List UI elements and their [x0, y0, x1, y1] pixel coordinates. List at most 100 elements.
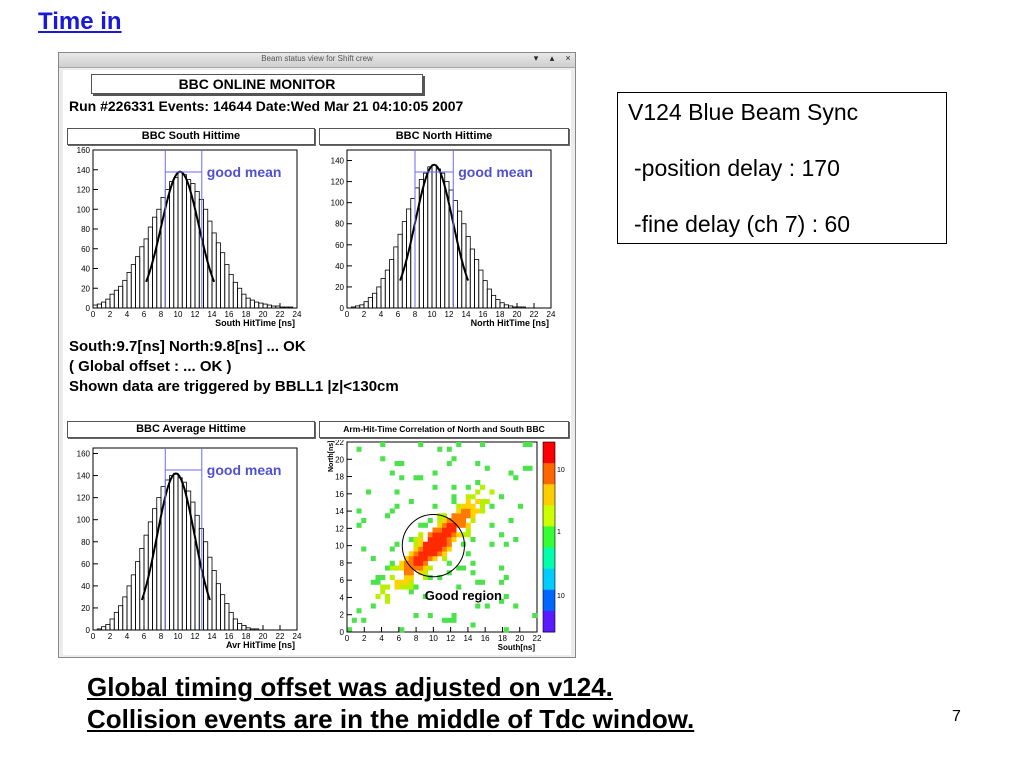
y-axis-label: North[ns] — [328, 441, 335, 473]
heatmap-cell — [461, 518, 467, 524]
heatmap-cell — [380, 584, 386, 590]
heatmap-cell — [522, 442, 528, 448]
hist-bar — [288, 306, 294, 309]
y-tick-label: 120 — [77, 494, 91, 503]
heatmap-cell — [437, 546, 443, 552]
status-line-1: South:9.7[ns] North:9.8[ns] ... OK — [69, 338, 306, 355]
heatmap-cell — [356, 608, 362, 614]
heatmap-cell — [408, 560, 414, 566]
heatmap-cell — [413, 560, 419, 566]
heatmap-cell — [484, 603, 490, 609]
heatmap-cell — [418, 546, 424, 552]
y-tick-label: 160 — [77, 146, 91, 155]
heatmap-cell — [465, 503, 471, 509]
y-tick-label: 0 — [340, 304, 345, 313]
heatmap-cell — [437, 541, 443, 547]
heatmap-cell — [385, 565, 391, 571]
x-tick-label: 0 — [91, 632, 96, 641]
heatmap-cell — [470, 570, 476, 576]
heatmap-cell — [408, 551, 414, 557]
heatmap-cell — [465, 499, 471, 505]
window-titlebar[interactable]: Beam status view for Shift crew ▾ ▴ × — [59, 53, 575, 68]
x-tick-label: 2 — [108, 310, 113, 319]
heatmap-cell — [484, 499, 490, 505]
heatmap-cell — [427, 541, 433, 547]
heatmap-cell — [361, 617, 367, 623]
y-tick-label: 40 — [335, 262, 344, 271]
heatmap-cell — [499, 532, 505, 538]
heatmap-cell — [437, 551, 443, 557]
heatmap-cell — [427, 537, 433, 543]
heatmap-cell — [480, 442, 486, 448]
heatmap-cell — [356, 522, 362, 528]
heatmap-cell — [423, 556, 429, 562]
x-tick-label: 16 — [225, 632, 234, 641]
heatmap-cell — [394, 579, 400, 585]
y-tick-label: 100 — [77, 205, 91, 214]
colorbar-segment — [543, 568, 555, 591]
x-tick-label: 0 — [91, 310, 96, 319]
heatmap-cell — [456, 532, 462, 538]
minimize-button[interactable]: ▾ — [533, 53, 539, 63]
heatmap-cell — [442, 546, 448, 552]
heatmap-cell — [465, 527, 471, 533]
heatmap-cell — [394, 461, 400, 467]
heatmap-cell — [503, 575, 509, 581]
heatmap-cell — [489, 503, 495, 509]
heatmap-cell — [513, 537, 519, 543]
heatmap-cell — [394, 503, 400, 509]
heatmap-cell — [408, 575, 414, 581]
good-region-label: Good region — [425, 588, 502, 603]
heatmap-cell — [418, 442, 424, 448]
south-panel-title: BBC South Hittime — [67, 128, 315, 145]
y-tick-label: 4 — [340, 593, 345, 602]
heatmap-cell — [484, 465, 490, 471]
heatmap-cell — [408, 556, 414, 562]
corr-panel-title: Arm-Hit-Time Correlation of North and So… — [319, 421, 569, 438]
colorbar-segment — [543, 505, 555, 527]
heatmap-cell — [461, 565, 467, 571]
heatmap-cell — [503, 541, 509, 547]
x-tick-label: 8 — [413, 310, 418, 319]
y-tick-label: 22 — [335, 440, 344, 447]
x-tick-label: 14 — [462, 310, 471, 319]
colorbar-segment — [543, 526, 555, 549]
x-tick-label: 6 — [397, 634, 402, 643]
maximize-button[interactable]: ▴ — [549, 53, 555, 63]
heatmap-cell — [423, 565, 429, 571]
monitor-title-box: BBC ONLINE MONITOR — [91, 74, 423, 94]
heatmap-cell — [413, 613, 419, 619]
heatmap-cell — [427, 532, 433, 538]
heatmap-cell — [451, 617, 457, 623]
heatmap-cell — [437, 527, 443, 533]
heatmap-cell — [446, 537, 452, 543]
info-fine-delay: -fine delay (ch 7) : 60 — [634, 211, 851, 237]
y-tick-label: 80 — [81, 225, 90, 234]
heatmap-cell — [451, 537, 457, 543]
close-button[interactable]: × — [565, 53, 571, 63]
hist-bar — [520, 306, 526, 309]
heatmap-cell — [418, 565, 424, 571]
heatmap-cell — [461, 508, 467, 514]
heatmap-cell — [465, 513, 471, 519]
x-tick-label: 12 — [446, 634, 455, 643]
monitor-window: Beam status view for Shift crew ▾ ▴ × BB… — [58, 52, 576, 658]
y-tick-label: 10 — [335, 542, 344, 551]
heatmap-cell — [465, 484, 471, 490]
colorbar-tick-label: 1 — [557, 529, 561, 536]
heatmap-cell — [389, 546, 395, 552]
y-tick-label: 120 — [331, 178, 345, 187]
y-tick-label: 40 — [81, 582, 90, 591]
x-axis-label: South[ns] — [498, 643, 536, 652]
good-mean-label: good mean — [207, 164, 282, 180]
north-panel-title: BBC North Hittime — [319, 128, 569, 145]
heatmap-cell — [451, 456, 457, 462]
heatmap-cell — [423, 546, 429, 552]
x-tick-label: 22 — [276, 310, 285, 319]
colorbar-segment — [543, 589, 555, 612]
heatmap-cell — [423, 551, 429, 557]
status-line-2: ( Global offset : ... OK ) — [69, 358, 232, 375]
heatmap-cell — [442, 532, 448, 538]
y-tick-label: 100 — [331, 199, 345, 208]
heatmap-cell — [532, 613, 538, 619]
